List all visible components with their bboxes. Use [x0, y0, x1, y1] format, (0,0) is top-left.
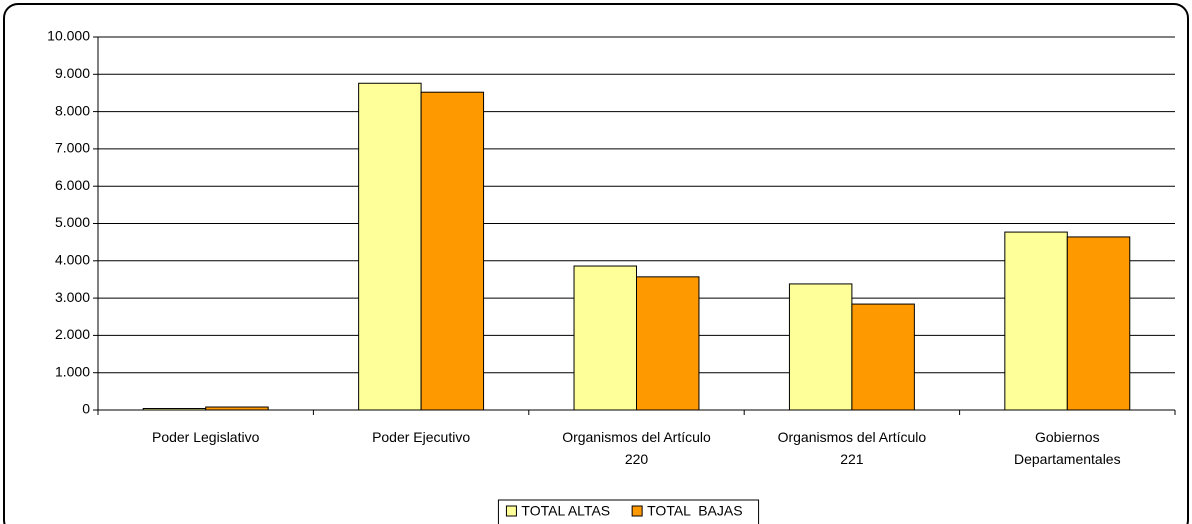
y-tick-label: 2.000 — [55, 326, 90, 342]
x-tick-label: Organismos del Artículo 221 — [777, 429, 927, 467]
legend-swatch — [631, 505, 643, 517]
y-tick-label: 0 — [82, 401, 90, 417]
x-tick-label: Organismos del Artículo 220 — [562, 429, 711, 467]
y-tick-label: 9.000 — [55, 65, 90, 81]
bar — [851, 303, 915, 411]
y-tick-label: 4.000 — [55, 252, 90, 268]
legend: TOTAL ALTAS TOTAL BAJAS — [497, 499, 760, 524]
y-tick-label: 3.000 — [55, 289, 90, 305]
y-tick-label: 10.000 — [47, 28, 90, 44]
legend-label: TOTAL BAJAS — [647, 503, 742, 519]
y-tick-label: 5.000 — [55, 214, 90, 230]
bar — [358, 82, 422, 411]
y-tick-label: 7.000 — [55, 140, 90, 156]
bar — [420, 91, 485, 411]
legend-box — [497, 499, 760, 524]
bar — [788, 283, 853, 411]
x-tick-label: Gobiernos Departamentales — [1013, 429, 1121, 467]
y-tick-label: 8.000 — [55, 102, 90, 118]
legend-swatch — [505, 505, 517, 517]
bar — [636, 276, 700, 411]
x-tick-label: Poder Ejecutivo — [372, 429, 471, 445]
x-tick-label: Poder Legislativo — [151, 429, 260, 445]
legend-label: TOTAL ALTAS — [521, 503, 610, 519]
bar — [1066, 236, 1131, 411]
y-tick-label: 6.000 — [55, 177, 90, 193]
bar — [1004, 231, 1068, 411]
y-tick-label: 1.000 — [55, 363, 90, 379]
bar — [573, 265, 637, 411]
